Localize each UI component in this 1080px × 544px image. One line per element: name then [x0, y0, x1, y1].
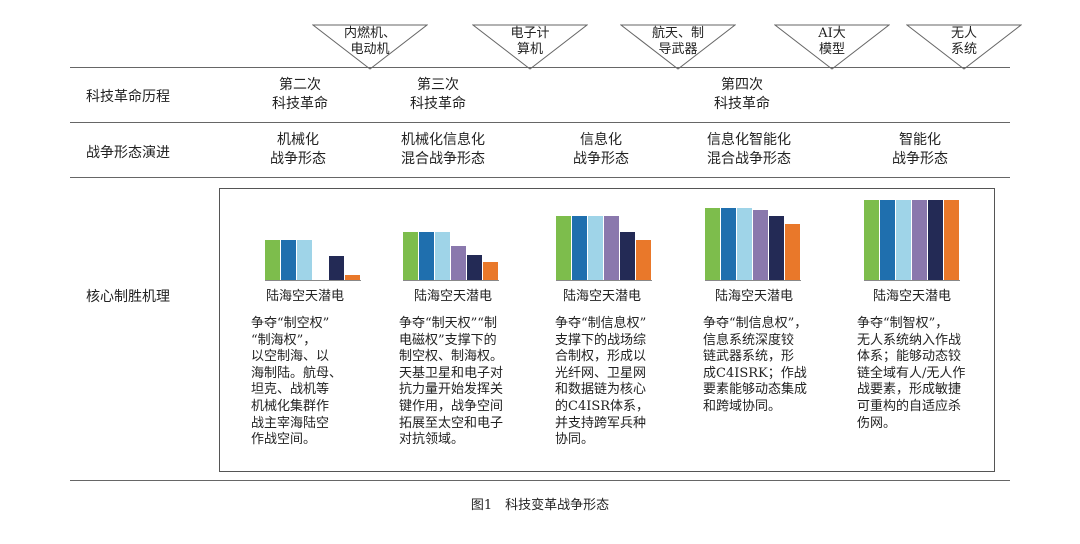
bar-4: [451, 246, 466, 280]
domain-label-4: 陆海空天潜电: [714, 289, 793, 304]
triangle-label: 内燃机、 电动机: [343, 26, 396, 57]
description-intelligent: 争夺“制智权”， 无人系统纳入作战 体系；能够动态铰 链全域有人/无人作 战要素…: [857, 316, 966, 431]
form-informatized: 信息化 战争形态: [573, 132, 629, 167]
mechanism-box: [219, 188, 995, 472]
domain-chart-4: [705, 200, 805, 281]
domain-label-1: 陆海空天潜电: [265, 289, 344, 304]
chart-baseline: [403, 280, 499, 281]
bar-3: [297, 240, 312, 280]
form-info-intel: 信息化智能化 混合战争形态: [707, 132, 791, 167]
figure-caption: 图1 科技变革战争形态: [470, 498, 610, 513]
row-label-warfare: 战争形态演进: [86, 145, 170, 161]
domain-label-3: 陆海空天潜电: [562, 289, 641, 304]
chart-baseline: [705, 280, 801, 281]
description-informatized: 争夺“制信息权” 支撑下的战场综 合制权，形成以 光纤网、卫星网 和数据链为核心…: [555, 316, 650, 448]
domain-label-2: 陆海空天潜电: [413, 289, 492, 304]
bar-2: [281, 240, 296, 280]
chart-baseline: [265, 280, 361, 281]
bar-2: [721, 208, 736, 280]
domain-chart-2: [403, 200, 503, 281]
triangle-label: 电子计 算机: [510, 26, 550, 57]
divider-bottom: [70, 480, 1010, 481]
bar-6: [636, 240, 651, 280]
bar-1: [864, 200, 879, 280]
triangle-label: 航天、制 导武器: [651, 26, 704, 57]
bar-6: [345, 275, 360, 280]
bar-3: [737, 208, 752, 280]
bar-5: [467, 255, 482, 280]
bar-2: [419, 232, 434, 280]
bar-4: [753, 210, 768, 280]
bar-4: [604, 216, 619, 280]
divider-top: [70, 67, 1010, 68]
bar-1: [556, 216, 571, 280]
form-mech-info: 机械化信息化 混合战争形态: [401, 132, 485, 167]
triangle-shape: [906, 24, 1022, 70]
divider-revolution: [70, 122, 1010, 123]
bar-6: [944, 200, 959, 280]
domain-chart-1: [265, 200, 365, 281]
bar-5: [329, 256, 344, 280]
divider-warfare: [70, 177, 1010, 178]
bar-1: [265, 240, 280, 280]
chart-baseline: [864, 280, 960, 281]
bar-4: [912, 200, 927, 280]
bar-2: [572, 216, 587, 280]
bar-6: [785, 224, 800, 280]
bar-1: [705, 208, 720, 280]
triangle-label: AI大 模型: [818, 26, 846, 57]
triangle-shape: [312, 24, 428, 70]
bar-5: [620, 232, 635, 280]
bar-5: [769, 216, 784, 280]
tech-triangle-unmanned: 无人 系统: [906, 24, 1022, 70]
bar-2: [880, 200, 895, 280]
row-label-mechanism: 核心制胜机理: [86, 289, 170, 305]
bar-5: [928, 200, 943, 280]
row-label-revolution: 科技革命历程: [86, 89, 170, 105]
bar-1: [403, 232, 418, 280]
description-info-intel: 争夺“制信息权”， 信息系统深度铰 链武器系统，形 成C4ISRK；作战 要素能…: [703, 316, 808, 414]
bar-3: [896, 200, 911, 280]
tech-triangle-ai: AI大 模型: [774, 24, 890, 70]
domain-chart-3: [556, 200, 656, 281]
tech-triangle-aerospace: 航天、制 导武器: [620, 24, 736, 70]
revolution-third: 第三次 科技革命: [410, 77, 466, 112]
tech-triangle-combustion: 内燃机、 电动机: [312, 24, 428, 70]
form-intelligent: 智能化 战争形态: [892, 132, 948, 167]
bar-3: [588, 216, 603, 280]
form-mechanized: 机械化 战争形态: [270, 132, 326, 167]
bar-3: [435, 232, 450, 280]
revolution-second: 第二次 科技革命: [272, 77, 328, 112]
bar-6: [483, 262, 498, 280]
triangle-shape: [472, 24, 588, 70]
domain-label-5: 陆海空天潜电: [872, 289, 951, 304]
revolution-fourth: 第四次 科技革命: [714, 77, 770, 112]
triangle-shape: [620, 24, 736, 70]
description-mech-info: 争夺“制天权”“制 电磁权”支撑下的 制空权、制海权。 天基卫星和电子对 抗力量…: [399, 316, 504, 448]
triangle-label: 无人 系统: [950, 26, 977, 57]
description-mechanized: 争夺“制空权” “制海权”， 以空制海、以 海制陆。航母、 坦克、战机等 机械化…: [251, 316, 343, 448]
chart-baseline: [556, 280, 652, 281]
domain-chart-5: [864, 200, 964, 281]
triangle-shape: [774, 24, 890, 70]
tech-triangle-computer: 电子计 算机: [472, 24, 588, 70]
